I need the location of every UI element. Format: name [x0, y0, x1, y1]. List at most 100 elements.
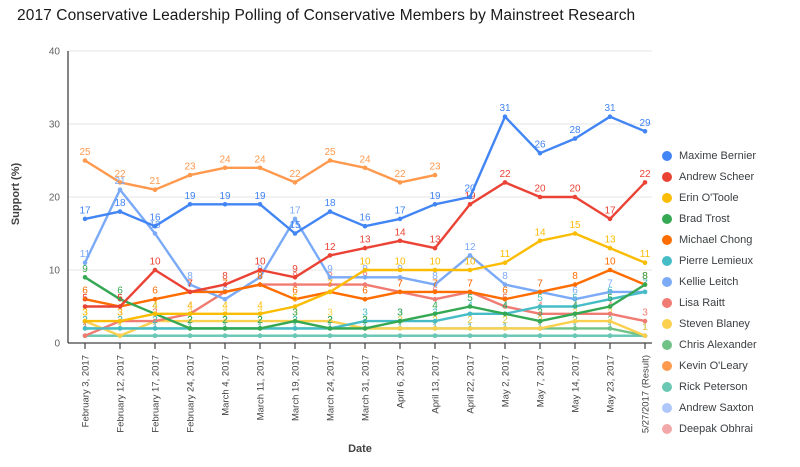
svg-text:4: 4 — [222, 300, 228, 311]
svg-text:13: 13 — [604, 235, 616, 246]
y-tick-label-20: 20 — [49, 193, 61, 204]
x-tick-label: March 11, 2017 — [256, 355, 267, 420]
legend-item-michael-chong[interactable]: Michael Chong — [662, 234, 757, 246]
legend-label-kellie-leitch: Kellie Leitch — [679, 276, 739, 288]
legend-dot-andrew-scheer — [662, 172, 672, 182]
svg-text:4: 4 — [187, 300, 193, 311]
svg-text:2: 2 — [152, 315, 158, 326]
svg-text:10: 10 — [149, 257, 161, 268]
svg-text:25: 25 — [79, 147, 91, 158]
svg-text:8: 8 — [642, 271, 648, 282]
x-tick-label: February 3, 2017 — [81, 355, 92, 427]
svg-text:10: 10 — [464, 257, 476, 268]
legend-label-andrew-scheer: Andrew Scheer — [679, 171, 755, 183]
svg-text:7: 7 — [187, 278, 193, 289]
svg-text:13: 13 — [429, 235, 441, 246]
svg-text:5: 5 — [607, 293, 613, 304]
legend-item-kellie-leitch[interactable]: Kellie Leitch — [662, 276, 757, 288]
y-tick-label-40: 40 — [49, 47, 61, 58]
svg-text:2: 2 — [187, 315, 193, 326]
svg-text:1: 1 — [642, 322, 648, 333]
svg-text:6: 6 — [82, 286, 88, 297]
y-tick-label-30: 30 — [49, 120, 61, 131]
legend-item-lisa-raitt[interactable]: Lisa Raitt — [662, 297, 757, 309]
x-tick-label: February 24, 2017 — [186, 355, 197, 433]
svg-text:7: 7 — [467, 278, 473, 289]
svg-text:6: 6 — [502, 286, 508, 297]
legend-item-kevin-o-leary[interactable]: Kevin O'Leary — [662, 360, 757, 372]
legend-label-andrew-saxton: Andrew Saxton — [679, 402, 754, 414]
legend-dot-brad-trost — [662, 214, 672, 224]
svg-text:6: 6 — [572, 286, 578, 297]
svg-text:17: 17 — [604, 205, 616, 216]
y-tick-label-0: 0 — [54, 339, 60, 350]
svg-text:1: 1 — [642, 322, 648, 333]
legend-item-erin-o-toole[interactable]: Erin O'Toole — [662, 192, 757, 204]
svg-text:7: 7 — [327, 278, 333, 289]
svg-text:22: 22 — [289, 169, 301, 180]
svg-text:2: 2 — [257, 315, 263, 326]
svg-text:2: 2 — [362, 315, 368, 326]
legend-dot-lisa-raitt — [662, 298, 672, 308]
svg-text:9: 9 — [292, 264, 298, 275]
legend-item-deepak-obhrai[interactable]: Deepak Obhrai — [662, 423, 757, 435]
legend-item-chris-alexander[interactable]: Chris Alexander — [662, 339, 757, 351]
svg-text:3: 3 — [397, 308, 403, 319]
x-axis-title: Date — [348, 443, 372, 455]
svg-text:15: 15 — [569, 220, 581, 231]
svg-text:31: 31 — [604, 103, 616, 114]
svg-text:6: 6 — [292, 286, 298, 297]
svg-text:7: 7 — [537, 278, 543, 289]
svg-text:1: 1 — [642, 322, 648, 333]
svg-text:4: 4 — [187, 300, 193, 311]
svg-text:2: 2 — [327, 315, 333, 326]
svg-text:9: 9 — [327, 264, 333, 275]
svg-text:5: 5 — [82, 293, 88, 304]
svg-text:4: 4 — [152, 300, 158, 311]
svg-text:4: 4 — [432, 300, 438, 311]
svg-text:3: 3 — [292, 308, 298, 319]
svg-text:8: 8 — [642, 271, 648, 282]
legend-dot-andrew-saxton — [662, 403, 672, 413]
svg-text:28: 28 — [569, 125, 581, 136]
legend-item-steven-blaney[interactable]: Steven Blaney — [662, 318, 757, 330]
legend-label-maxime-bernier: Maxime Bernier — [679, 150, 757, 162]
x-tick-label: May 14, 2017 — [571, 355, 582, 413]
svg-text:8: 8 — [502, 271, 508, 282]
svg-text:10: 10 — [604, 257, 616, 268]
svg-text:3: 3 — [117, 308, 123, 319]
legend-item-andrew-scheer[interactable]: Andrew Scheer — [662, 171, 757, 183]
svg-text:20: 20 — [534, 184, 546, 195]
svg-text:10: 10 — [254, 257, 266, 268]
legend-item-andrew-saxton[interactable]: Andrew Saxton — [662, 402, 757, 414]
svg-text:19: 19 — [219, 191, 231, 202]
svg-text:24: 24 — [219, 154, 231, 165]
legend-item-pierre-lemieux[interactable]: Pierre Lemieux — [662, 255, 757, 267]
legend-label-kevin-o-leary: Kevin O'Leary — [679, 360, 748, 372]
legend-label-lisa-raitt: Lisa Raitt — [679, 297, 725, 309]
x-tick-label: February 12, 2017 — [116, 355, 127, 433]
svg-text:3: 3 — [537, 308, 543, 319]
svg-text:2: 2 — [222, 315, 228, 326]
legend-dot-pierre-lemieux — [662, 256, 672, 266]
svg-text:7: 7 — [432, 278, 438, 289]
svg-text:7: 7 — [537, 278, 543, 289]
svg-text:1: 1 — [642, 322, 648, 333]
svg-text:17: 17 — [394, 205, 406, 216]
svg-text:3: 3 — [397, 308, 403, 319]
svg-text:16: 16 — [149, 213, 161, 224]
legend-label-chris-alexander: Chris Alexander — [679, 339, 757, 351]
svg-text:4: 4 — [152, 300, 158, 311]
legend-item-rick-peterson[interactable]: Rick Peterson — [662, 381, 757, 393]
svg-text:24: 24 — [359, 154, 371, 165]
svg-text:31: 31 — [499, 103, 511, 114]
y-axis-title: Support (%) — [10, 162, 22, 226]
svg-text:22: 22 — [499, 169, 511, 180]
svg-text:2: 2 — [327, 315, 333, 326]
svg-text:3: 3 — [292, 308, 298, 319]
legend-item-maxime-bernier[interactable]: Maxime Bernier — [662, 150, 757, 162]
svg-text:7: 7 — [187, 278, 193, 289]
legend-item-brad-trost[interactable]: Brad Trost — [662, 213, 757, 225]
